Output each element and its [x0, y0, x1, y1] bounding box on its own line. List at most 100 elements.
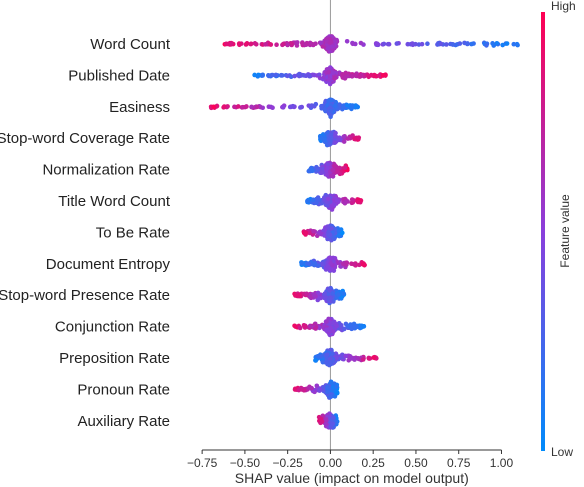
- colorbar: [541, 12, 545, 451]
- shap-dot: [444, 42, 449, 47]
- shap-dot: [365, 73, 370, 78]
- shap-dot: [296, 387, 302, 393]
- shap-dot: [223, 41, 229, 47]
- shap-dot: [333, 130, 338, 136]
- shap-dot: [321, 196, 327, 202]
- shap-dot: [309, 385, 314, 391]
- shap-dot: [349, 106, 354, 112]
- shap-dot: [348, 322, 353, 327]
- shap-dot: [349, 197, 355, 202]
- shap-dot: [236, 104, 241, 109]
- shap-dot: [325, 389, 330, 395]
- shap-dot: [237, 42, 242, 48]
- shap-dot: [419, 41, 425, 47]
- shap-dot: [380, 72, 386, 78]
- shap-dot: [319, 103, 324, 109]
- shap-dot: [322, 107, 328, 113]
- shap-dot: [366, 356, 372, 361]
- shap-dot: [330, 329, 336, 334]
- shap-dot: [368, 73, 374, 78]
- shap-dot: [469, 41, 474, 47]
- shap-dot: [328, 97, 334, 103]
- shap-dot: [305, 198, 310, 204]
- shap-dot: [330, 384, 336, 390]
- shap-dot: [304, 291, 309, 297]
- shap-dot: [299, 261, 305, 266]
- shap-dot: [313, 41, 318, 47]
- shap-dot: [494, 40, 500, 46]
- shap-dot: [357, 262, 362, 268]
- shap-dot: [316, 197, 321, 202]
- shap-dot: [327, 232, 333, 238]
- shap-dot: [324, 352, 330, 357]
- shap-dot: [294, 293, 300, 298]
- shap-dot: [343, 353, 348, 359]
- shap-dot: [300, 40, 305, 46]
- shap-dot: [385, 41, 391, 47]
- shap-dot: [350, 133, 355, 138]
- feature-label: Pronoun Rate: [77, 381, 170, 398]
- shap-dot: [221, 104, 227, 109]
- shap-dot: [325, 384, 330, 390]
- shap-dot: [303, 230, 309, 236]
- shap-dot: [304, 40, 310, 46]
- shap-dot: [327, 356, 333, 362]
- shap-dot: [341, 139, 347, 144]
- feature-label: Auxiliary Rate: [77, 413, 170, 430]
- shap-dot: [211, 104, 217, 110]
- shap-dot: [362, 262, 367, 268]
- shap-dot: [344, 102, 350, 108]
- shap-dot: [288, 74, 294, 80]
- x-tick-label: 0.00: [319, 456, 343, 470]
- shap-dot: [349, 74, 355, 79]
- feature-label: To Be Rate: [96, 224, 170, 241]
- dots-group: [208, 34, 520, 430]
- shap-dot: [292, 323, 297, 329]
- shap-dot: [334, 198, 340, 203]
- shap-dot: [270, 105, 275, 111]
- shap-dot: [289, 41, 294, 46]
- shap-dot: [330, 415, 336, 421]
- shap-dot: [310, 197, 316, 203]
- shap-dot: [504, 41, 510, 46]
- shap-dot: [360, 357, 366, 362]
- shap-dot: [313, 101, 319, 107]
- shap-dot: [327, 77, 332, 83]
- shap-dot: [343, 70, 348, 76]
- shap-dot: [340, 230, 345, 236]
- shap-dot: [313, 326, 318, 331]
- colorbar-title: Feature value: [558, 194, 572, 268]
- shap-dot: [316, 230, 322, 236]
- feature-label: Stop-word Presence Rate: [0, 287, 170, 304]
- shap-dot: [298, 105, 303, 110]
- shap-dot: [325, 165, 330, 171]
- shap-dot: [311, 228, 316, 234]
- shap-dot: [344, 38, 350, 44]
- shap-dot: [297, 71, 302, 77]
- shap-dot: [341, 134, 346, 140]
- shap-dot: [335, 137, 341, 143]
- shap-dot: [253, 41, 259, 47]
- shap-dot: [358, 40, 364, 46]
- shap-dot: [328, 256, 334, 261]
- colorbar-high-label: High: [551, 0, 576, 13]
- shap-dot: [377, 73, 382, 79]
- shap-dot: [327, 296, 333, 302]
- shap-dot: [333, 38, 338, 44]
- shap-dot: [307, 261, 312, 267]
- x-tick-label: 1.00: [490, 456, 514, 470]
- x-tick-label: 0.75: [447, 456, 471, 470]
- shap-dot: [297, 325, 303, 331]
- shap-dot: [325, 196, 331, 202]
- shap-dot: [316, 263, 321, 268]
- shap-dot: [413, 41, 418, 47]
- shap-dot: [351, 261, 357, 267]
- shap-dot: [248, 41, 254, 47]
- shap-dot: [327, 288, 332, 293]
- shap-dot: [337, 165, 342, 171]
- shap-dot: [313, 358, 318, 363]
- shap-dot: [249, 104, 254, 110]
- shap-dot: [330, 70, 336, 75]
- shap-dot: [484, 43, 489, 48]
